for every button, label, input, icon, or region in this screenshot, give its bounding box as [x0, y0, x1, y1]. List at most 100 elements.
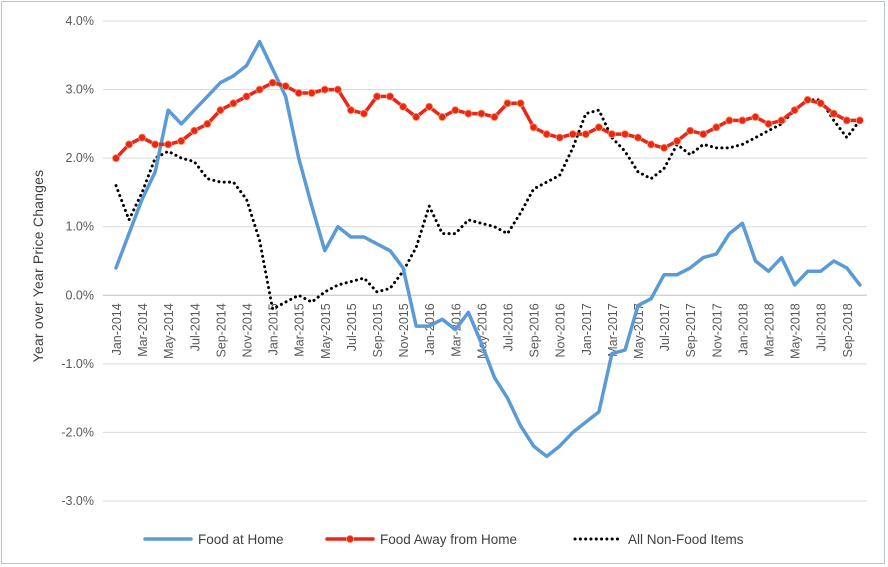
- series-marker-food-away-from-home: [242, 92, 251, 101]
- legend-label-food-at-home: Food at Home: [198, 532, 284, 547]
- gridlines: [103, 20, 867, 502]
- series-marker-food-away-from-home: [673, 136, 682, 145]
- series-marker-food-away-from-home: [490, 113, 499, 122]
- series-marker-food-away-from-home: [829, 109, 838, 118]
- series-marker-food-away-from-home: [294, 89, 303, 98]
- x-tick-label: Mar-2018: [763, 303, 777, 357]
- x-tick-label: Jan-2017: [580, 303, 594, 355]
- series-marker-food-away-from-home: [751, 113, 760, 122]
- series-marker-food-away-from-home: [790, 106, 799, 115]
- y-tick-label: -1.0%: [61, 357, 94, 371]
- x-tick-label: May-2016: [475, 303, 489, 359]
- y-tick-label: 4.0%: [66, 14, 95, 28]
- x-tick-label: Jul-2016: [502, 303, 516, 351]
- x-tick-label: Sep-2018: [841, 303, 855, 357]
- x-tick-label: Sep-2014: [214, 303, 228, 357]
- series-marker-food-away-from-home: [803, 95, 812, 104]
- series-marker-food-away-from-home: [816, 99, 825, 108]
- series-marker-food-away-from-home: [607, 130, 616, 139]
- series-marker-food-away-from-home: [229, 99, 238, 108]
- series-marker-food-away-from-home: [346, 106, 355, 115]
- series-marker-food-away-from-home: [712, 123, 721, 132]
- series-marker-food-away-from-home: [738, 116, 747, 125]
- y-tick-label: 1.0%: [66, 220, 95, 234]
- series-marker-food-away-from-home: [412, 113, 421, 122]
- x-axis-tick-labels: Jan-2014 Mar-2014 May-2014 Jul-2014 Sep-2014…: [110, 303, 855, 359]
- series-marker-food-away-from-home: [581, 130, 590, 139]
- series-marker-food-away-from-home: [555, 133, 564, 142]
- x-tick-label: Nov-2017: [710, 303, 724, 357]
- x-tick-label: Mar-2017: [606, 303, 620, 357]
- x-tick-label: Jan-2014: [110, 303, 124, 355]
- series-marker-food-away-from-home: [359, 109, 368, 118]
- series-group: [112, 39, 864, 459]
- x-tick-label: Jan-2016: [423, 303, 437, 355]
- series-marker-food-away-from-home: [842, 116, 851, 125]
- series-marker-food-away-from-home: [399, 102, 408, 111]
- series-marker-food-away-from-home: [764, 119, 773, 128]
- series-marker-food-away-from-home: [164, 140, 173, 149]
- series-marker-food-away-from-home: [333, 85, 342, 94]
- series-marker-food-away-from-home: [138, 133, 147, 142]
- series-marker-food-away-from-home: [660, 143, 669, 152]
- series-marker-food-away-from-home: [307, 89, 316, 98]
- series-marker-food-away-from-home: [438, 113, 447, 122]
- y-axis-label: Year over Year Price Changes: [30, 170, 46, 363]
- series-marker-food-away-from-home: [568, 130, 577, 139]
- series-marker-food-away-from-home: [777, 116, 786, 125]
- series-marker-food-away-from-home: [529, 123, 538, 132]
- x-tick-label: Jul-2014: [188, 303, 202, 351]
- legend-label-all-non-food-items: All Non-Food Items: [628, 532, 744, 547]
- series-marker-food-away-from-home: [634, 133, 643, 142]
- y-tick-label: -2.0%: [61, 425, 94, 439]
- series-marker-food-away-from-home: [699, 130, 708, 139]
- y-tick-label: 0.0%: [66, 288, 95, 302]
- x-tick-label: Jul-2018: [815, 303, 829, 351]
- legend: Food at Home Food Away from Home All Non-F…: [143, 532, 744, 547]
- x-tick-label: Nov-2014: [241, 303, 255, 357]
- series-marker-food-away-from-home: [686, 126, 695, 135]
- series-marker-food-away-from-home: [216, 106, 225, 115]
- series-marker-food-away-from-home: [203, 119, 212, 128]
- series-line-all-non-food-items: [114, 98, 862, 312]
- series-line-food-at-home: [114, 39, 862, 459]
- y-axis-tick-labels: 4.0% 3.0% 2.0% 1.0% 0.0% -1.0% -2.0% -3.0%: [61, 14, 94, 508]
- series-marker-food-away-from-home: [620, 130, 629, 139]
- x-tick-label: Sep-2017: [684, 303, 698, 357]
- x-tick-label: Jan-2015: [267, 303, 281, 355]
- x-tick-label: Mar-2015: [293, 303, 307, 357]
- series-marker-food-away-from-home: [594, 123, 603, 132]
- x-tick-label: Sep-2015: [371, 303, 385, 357]
- y-tick-label: -3.0%: [61, 494, 94, 508]
- series-marker-food-away-from-home: [281, 82, 290, 91]
- x-tick-label: Jul-2017: [658, 303, 672, 351]
- legend-marker-food-away-from-home: [345, 535, 354, 544]
- series-marker-food-away-from-home: [725, 116, 734, 125]
- y-tick-label: 2.0%: [66, 151, 95, 165]
- series-marker-food-away-from-home: [177, 136, 186, 145]
- series-marker-food-away-from-home: [516, 99, 525, 108]
- x-tick-label: May-2015: [319, 303, 333, 359]
- x-tick-label: Sep-2016: [528, 303, 542, 357]
- series-marker-food-away-from-home: [647, 140, 656, 149]
- x-tick-label: Nov-2016: [554, 303, 568, 357]
- series-marker-food-away-from-home: [477, 109, 486, 118]
- y-tick-label: 3.0%: [66, 83, 95, 97]
- series-marker-food-away-from-home: [125, 140, 134, 149]
- x-tick-label: Jan-2018: [736, 303, 750, 355]
- series-marker-food-away-from-home: [386, 92, 395, 101]
- series-marker-food-away-from-home: [268, 78, 277, 87]
- series-marker-food-away-from-home: [542, 130, 551, 139]
- x-tick-label: Jul-2015: [345, 303, 359, 351]
- series-marker-food-away-from-home: [855, 116, 864, 125]
- series-marker-food-away-from-home: [320, 85, 329, 94]
- series-marker-food-away-from-home: [255, 85, 264, 94]
- legend-label-food-away-from-home: Food Away from Home: [380, 532, 517, 547]
- x-tick-label: Nov-2015: [397, 303, 411, 357]
- x-tick-label: May-2017: [632, 303, 646, 359]
- series-marker-food-away-from-home: [425, 102, 434, 111]
- series-line-food-away-from-home: [114, 80, 862, 160]
- series-marker-food-away-from-home: [464, 109, 473, 118]
- series-marker-food-away-from-home: [190, 126, 199, 135]
